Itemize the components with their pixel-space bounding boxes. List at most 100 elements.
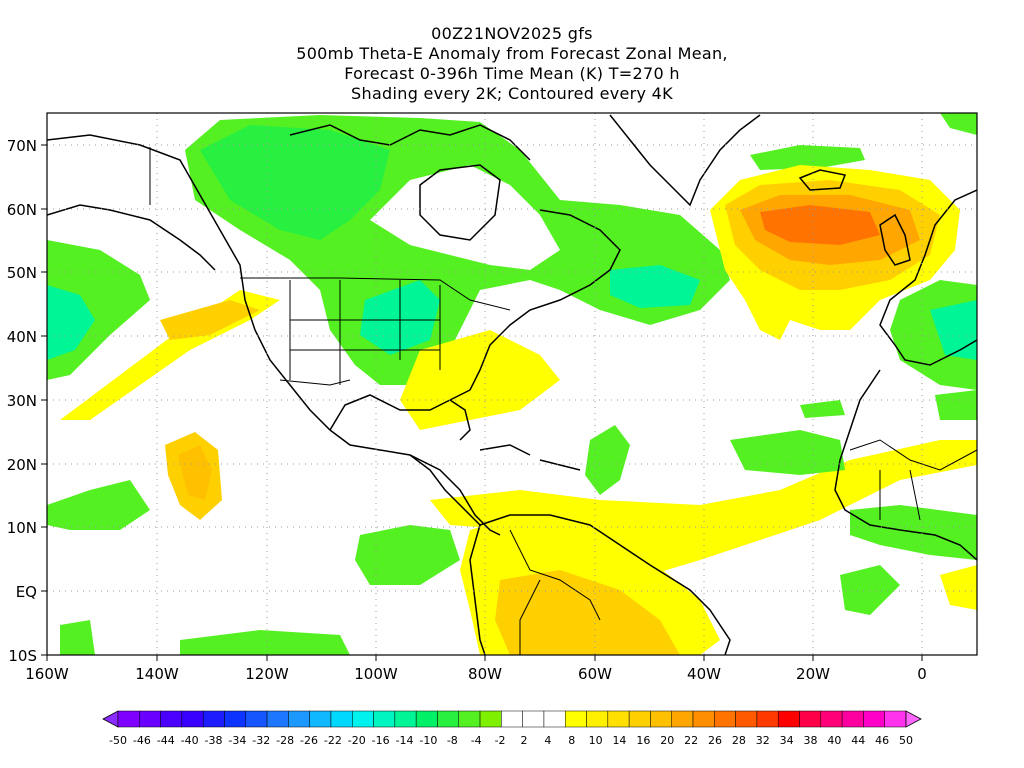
shade-atlantic-teal — [610, 265, 700, 308]
colorbar-label: 2 — [520, 734, 527, 747]
colorbar-swatch — [607, 710, 630, 728]
colorbar-right-arrow — [905, 710, 922, 728]
coast-uk — [879, 213, 911, 266]
colorbar-label: -8 — [447, 734, 458, 747]
colorbar-label: -14 — [396, 734, 414, 747]
colorbar-label: 34 — [780, 734, 794, 747]
colorbar-label: 46 — [875, 734, 889, 747]
shade-pacific-negative-core — [47, 285, 95, 360]
coast-central-america — [409, 454, 481, 526]
shade-west-africa-green — [730, 430, 845, 475]
colorbar-swatch — [586, 710, 609, 728]
colorbar-label: -32 — [252, 734, 270, 747]
shade-south-pacific-green-2 — [60, 620, 95, 655]
coast-hudson-bay — [419, 164, 501, 241]
coast-gulf-east-us — [329, 209, 621, 431]
colorbar-label: -20 — [348, 734, 366, 747]
colorbar-label: -16 — [372, 734, 390, 747]
colorbar-swatch — [415, 710, 438, 728]
colorbar-swatch — [501, 710, 523, 728]
lon-label-0: 0 — [917, 665, 927, 683]
coast-europe — [879, 189, 977, 366]
shade-atlantic-positive-core — [760, 205, 880, 245]
colorbar-swatch — [863, 710, 885, 728]
colorbar-label: 38 — [803, 734, 817, 747]
colorbar: -50 -46 -44 -40 -38 -34 -32 -28 -26 -22 -20 -16 -14-… — [102, 710, 922, 747]
boundary-south-america — [509, 529, 601, 655]
shade-canada-core — [200, 125, 390, 240]
coast-alaska — [47, 204, 216, 271]
lat-label-10n: 10N — [7, 519, 37, 537]
shade-south-america-core — [495, 570, 680, 655]
lon-label-60w: 60W — [578, 665, 612, 683]
colorbar-label: -4 — [471, 734, 482, 747]
lat-label-10s: 10S — [8, 647, 37, 665]
boundary-us-states — [289, 280, 441, 385]
colorbar-label: -38 — [205, 734, 223, 747]
colorbar-label: -28 — [276, 734, 294, 747]
colorbar-swatch — [437, 710, 460, 728]
coastlines — [47, 114, 977, 655]
lon-label-140w: 140W — [135, 665, 179, 683]
lat-label-20n: 20N — [7, 456, 37, 474]
colorbar-swatch — [479, 710, 502, 728]
boundary-africa — [849, 439, 977, 521]
colorbar-swatch — [522, 710, 545, 728]
shade-tropical-pacific-green — [47, 480, 150, 530]
gridlines — [47, 113, 977, 655]
shade-morocco-green — [935, 390, 977, 420]
colorbar-label: 10 — [589, 734, 603, 747]
colorbar-swatch — [309, 710, 332, 728]
shade-south-pacific-green — [180, 630, 350, 655]
colorbar-swatch — [288, 710, 310, 728]
coast-north-america — [47, 134, 501, 536]
axis-ticks — [41, 144, 923, 661]
shade-south-atlantic-green — [840, 565, 900, 615]
shade-west-africa-yellow — [940, 565, 977, 610]
colorbar-swatch — [543, 710, 566, 728]
coast-arctic-islands — [289, 124, 531, 161]
coast-greenland — [609, 114, 761, 207]
colorbar-swatch — [202, 710, 225, 728]
lon-label-100w: 100W — [354, 665, 398, 683]
colorbar-label: 4 — [544, 734, 551, 747]
colorbar-label: -26 — [300, 734, 318, 747]
shade-canada-white — [370, 165, 560, 270]
shade-caribbean-green — [585, 425, 630, 495]
colorbar-label: 50 — [899, 734, 913, 747]
colorbar-label: 28 — [732, 734, 746, 747]
colorbar-swatches — [117, 710, 907, 728]
coast-south-america — [469, 514, 731, 655]
shade-pacific-orange — [160, 300, 260, 340]
lon-label-40w: 40W — [687, 665, 721, 683]
title-line-date-model: 00Z21NOV2025 gfs — [431, 24, 593, 43]
colorbar-label: 20 — [660, 734, 674, 747]
colorbar-label: 32 — [756, 734, 770, 747]
shade-arctic-negative — [940, 113, 977, 135]
colorbar-swatch — [373, 710, 396, 728]
colorbar-swatch — [714, 710, 736, 728]
colorbar-swatch — [330, 710, 353, 728]
colorbar-label: -10 — [419, 734, 437, 747]
colorbar-swatch — [245, 710, 268, 728]
colorbar-label: -44 — [157, 734, 175, 747]
shade-europe-core — [930, 300, 977, 360]
colorbar-swatch — [841, 710, 864, 728]
coast-florida — [449, 399, 471, 441]
colorbar-swatch — [139, 710, 161, 728]
lat-label-70n: 70N — [7, 137, 37, 155]
lon-label-160w: 160W — [25, 665, 69, 683]
coast-iceland — [798, 169, 847, 191]
colorbar-label: 26 — [708, 734, 722, 747]
colorbar-labels: -50 -46 -44 -40 -38 -34 -32 -28 -26 -22 -20 -16 -14-… — [109, 734, 913, 747]
title-line-shading: Shading every 2K; Contoured every 4K — [351, 84, 673, 103]
colorbar-label: -22 — [324, 734, 342, 747]
colorbar-swatch — [160, 710, 183, 728]
colorbar-swatch — [628, 710, 651, 728]
colorbar-swatch — [181, 710, 204, 728]
colorbar-swatch — [777, 710, 800, 728]
latitude-labels: 70N 60N 50N 40N 30N 20N 10N EQ 10S — [7, 137, 37, 665]
colorbar-swatch — [458, 710, 481, 728]
lat-label-60n: 60N — [7, 201, 37, 219]
